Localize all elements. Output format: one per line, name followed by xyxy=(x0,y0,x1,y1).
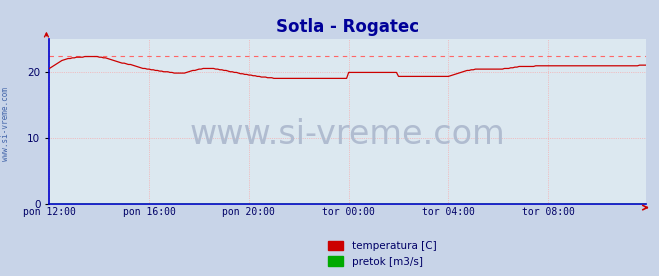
Title: Sotla - Rogatec: Sotla - Rogatec xyxy=(276,18,419,36)
Text: www.si-vreme.com: www.si-vreme.com xyxy=(190,118,505,151)
Legend: temperatura [C], pretok [m3/s]: temperatura [C], pretok [m3/s] xyxy=(324,237,441,271)
Text: www.si-vreme.com: www.si-vreme.com xyxy=(1,87,10,161)
